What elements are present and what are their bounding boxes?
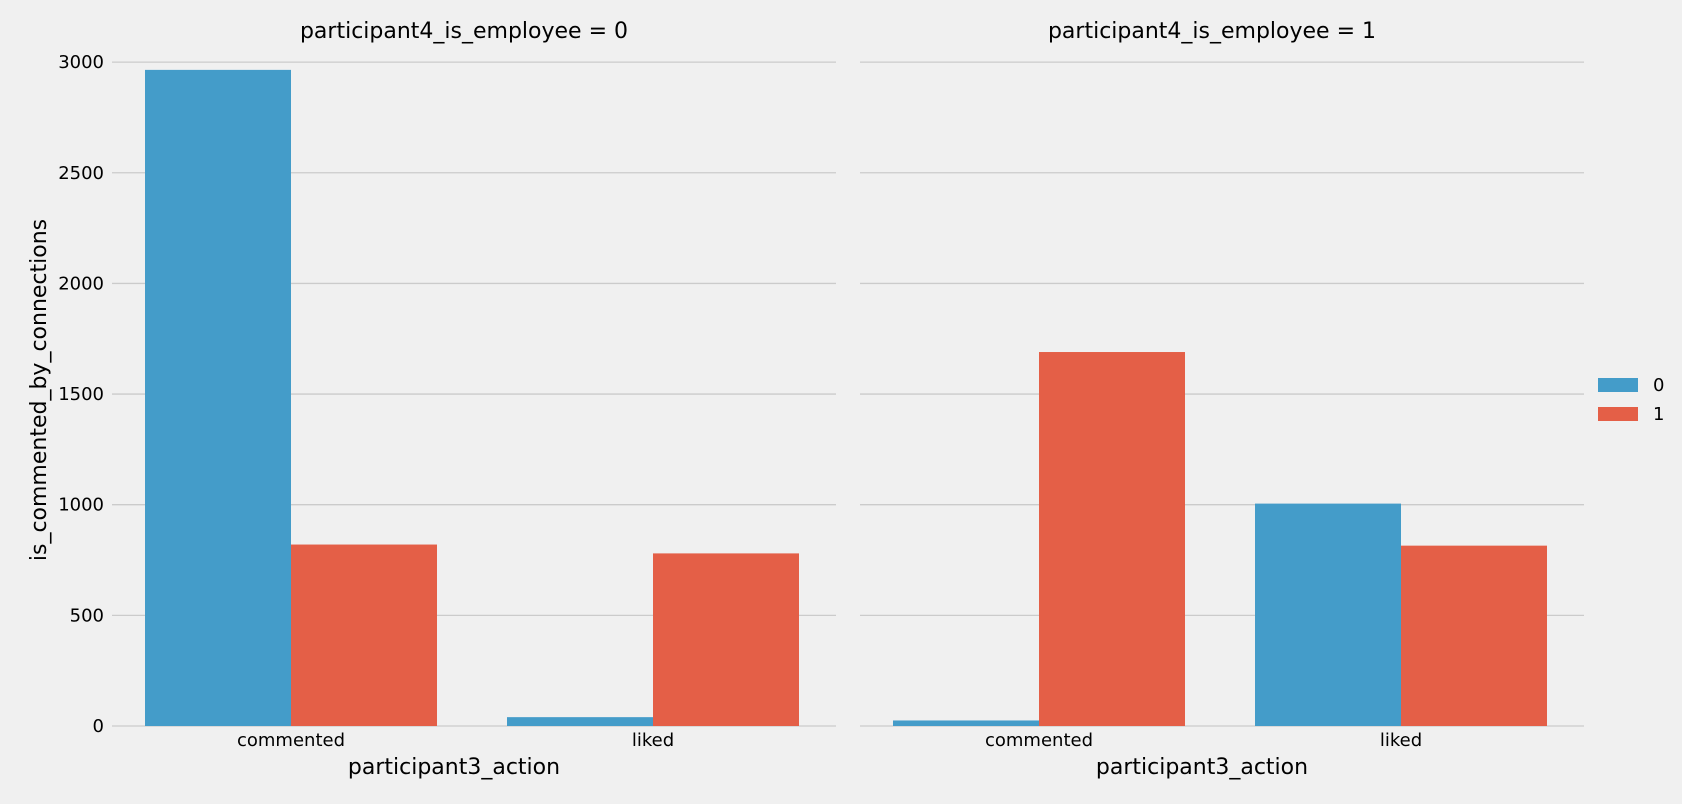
legend: 01 <box>1598 375 1664 425</box>
panel-0: 0 500 1000 1500 2000 2500 3000 participant4_is_… <box>58 19 836 780</box>
x-axis-label-0: participant3_action <box>348 755 560 780</box>
y-axis-label: is_commented_by_connections <box>27 219 52 561</box>
panel-title-0: participant4_is_employee = 0 <box>300 19 628 44</box>
bar-0-commented-0 <box>145 69 291 726</box>
x-tick-label-0-0: commented <box>237 730 345 751</box>
bar-1-liked-1 <box>1401 545 1547 726</box>
y-tick-label-5: 2500 <box>58 163 104 184</box>
y-tick-label-0: 0 <box>93 716 104 737</box>
bar-0-commented-1 <box>291 544 437 726</box>
bar-0-liked-0 <box>507 717 653 726</box>
x-axis-label-1: participant3_action <box>1096 755 1308 780</box>
panels-layer: 0 500 1000 1500 2000 2500 3000 participant4_is_… <box>58 19 1584 780</box>
legend-label-0: 0 <box>1653 375 1664 396</box>
legend-swatch-1 <box>1598 407 1638 421</box>
x-tick-label-1-0: commented <box>985 730 1093 751</box>
y-tick-label-6: 3000 <box>58 52 104 73</box>
bar-1-liked-0 <box>1255 503 1401 726</box>
y-tick-label-1: 500 <box>70 605 104 626</box>
y-tick-label-3: 1500 <box>58 384 104 405</box>
y-tick-label-4: 2000 <box>58 273 104 294</box>
bar-1-commented-0 <box>893 720 1039 726</box>
x-tick-label-0-1: liked <box>632 730 674 751</box>
legend-label-1: 1 <box>1653 404 1664 425</box>
bar-1-commented-1 <box>1039 352 1185 726</box>
panel-title-1: participant4_is_employee = 1 <box>1048 19 1376 44</box>
panel-1: participant4_is_employee = 1 commented lik… <box>860 19 1584 780</box>
x-tick-label-1-1: liked <box>1380 730 1422 751</box>
legend-swatch-0 <box>1598 378 1638 392</box>
bar-0-liked-1 <box>653 553 799 726</box>
y-tick-label-2: 1000 <box>58 495 104 516</box>
